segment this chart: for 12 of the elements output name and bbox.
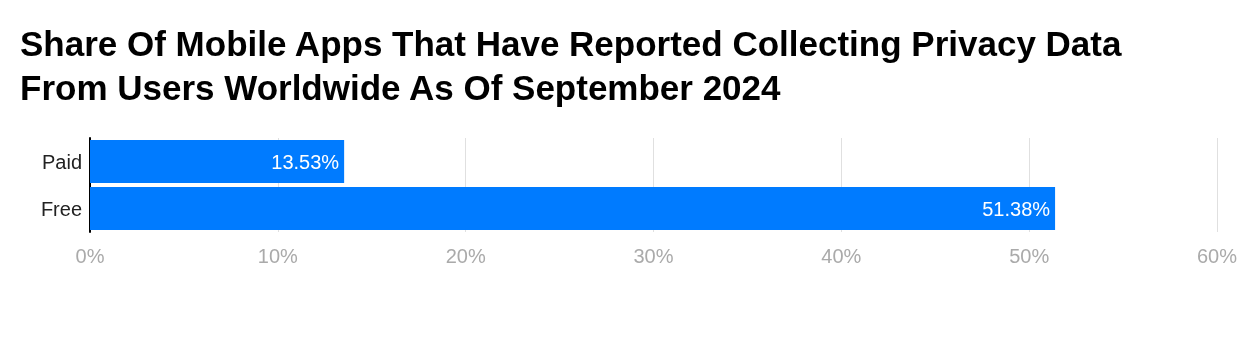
- x-tick-label: 30%: [633, 245, 674, 267]
- y-tick-label: Free: [40, 197, 82, 220]
- x-tick-label: 50%: [1009, 245, 1050, 267]
- x-tick-label: 60%: [1196, 245, 1238, 267]
- data-label: 13.53%: [271, 150, 340, 173]
- x-tick-label: 40%: [821, 245, 862, 267]
- x-tick-label: 0%: [75, 245, 105, 267]
- y-tick-label: Paid: [41, 150, 82, 173]
- x-tick-label: 10%: [257, 245, 299, 267]
- data-label: 51.38%: [982, 197, 1051, 220]
- x-tick-label: 20%: [445, 245, 486, 267]
- chart-title: Share Of Mobile Apps That Have Reported Collecting Privacy Data From Users Worldwide As Of September 2024: [20, 23, 1123, 109]
